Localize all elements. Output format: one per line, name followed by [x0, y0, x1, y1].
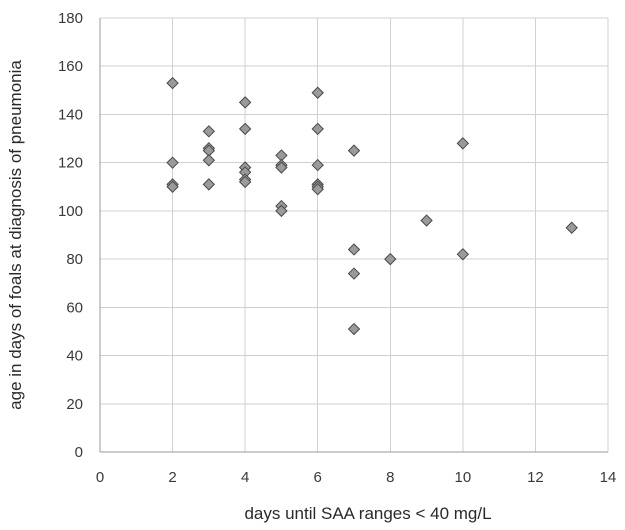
data-point [311, 158, 324, 172]
x-tick-label: 4 [241, 469, 249, 486]
data-point [311, 86, 324, 99]
y-tick-label: 20 [66, 396, 83, 413]
data-point [384, 252, 397, 266]
x-tick-label: 8 [386, 469, 394, 486]
data-point [275, 161, 288, 174]
data-points [166, 76, 578, 336]
x-tick-label: 14 [600, 469, 617, 486]
x-tick-label: 10 [455, 469, 472, 486]
x-tick-label: 2 [168, 469, 176, 486]
data-point [456, 248, 470, 261]
data-point [166, 76, 179, 90]
y-axis-title: age in days of foals at diagnosis of pne… [6, 60, 25, 410]
data-point [238, 122, 252, 136]
y-tick-label: 0 [75, 444, 83, 461]
axes [99, 18, 608, 453]
y-tick-label: 40 [66, 348, 83, 365]
y-tick-label: 60 [66, 299, 83, 316]
grid [100, 17, 609, 452]
data-point [347, 243, 361, 256]
x-axis-title: days until SAA ranges < 40 mg/L [244, 504, 491, 523]
data-point [238, 175, 252, 189]
y-tick-label: 80 [66, 251, 83, 268]
data-point [275, 204, 288, 218]
x-tick-label: 0 [96, 469, 104, 486]
data-point [311, 122, 324, 136]
y-tick-label: 140 [58, 106, 83, 123]
data-point [420, 214, 433, 227]
data-point [202, 125, 216, 138]
y-tick-label: 120 [58, 155, 83, 172]
data-point [202, 178, 216, 191]
data-point [456, 137, 470, 150]
data-point [238, 96, 252, 109]
data-point [565, 221, 578, 234]
x-tick-label: 12 [527, 469, 544, 486]
data-point [347, 267, 361, 280]
data-point [347, 144, 361, 157]
y-tick-label: 100 [58, 203, 83, 220]
data-point [166, 180, 179, 193]
x-tick-label: 6 [314, 469, 322, 486]
data-point [202, 154, 216, 167]
data-point [311, 182, 324, 196]
y-tick-label: 160 [58, 58, 83, 75]
data-point [166, 156, 179, 169]
y-tick-label: 180 [58, 10, 83, 27]
data-point [347, 322, 361, 336]
